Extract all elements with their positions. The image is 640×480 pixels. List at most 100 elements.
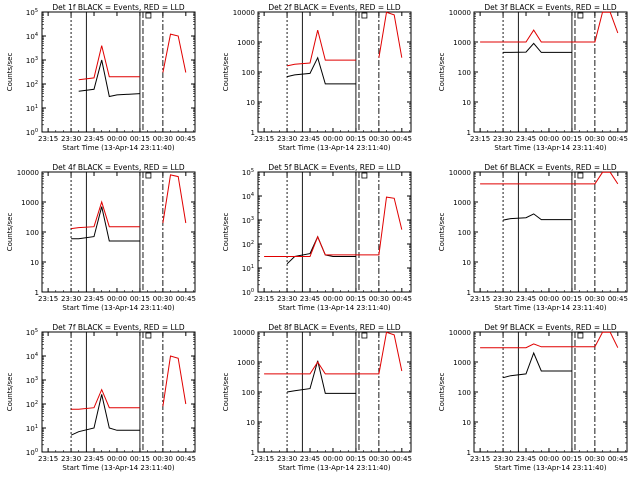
detector-panel-2: Det 2f BLACK = Events, RED = LLD 1 10 100 10… bbox=[222, 3, 412, 152]
y-tick-label: 1 bbox=[467, 289, 471, 297]
y-axis-label: Counts/sec bbox=[222, 373, 230, 412]
detector-panel-4: Det 4f BLACK = Events, RED = LLD 1 10 100 10… bbox=[6, 163, 196, 312]
y-tick-label: 100 bbox=[458, 389, 471, 397]
x-tick-label: 00:15 bbox=[346, 455, 366, 463]
x-tick-label: 00:00 bbox=[107, 135, 127, 143]
events-series-line bbox=[286, 56, 356, 85]
y-tick-label: 1000 bbox=[237, 39, 255, 47]
x-tick-label: 23:30 bbox=[493, 295, 513, 303]
flag-marker bbox=[577, 172, 584, 179]
y-tick-label: 101 bbox=[26, 424, 38, 433]
x-tick-label: 00:45 bbox=[392, 135, 412, 143]
plot-frame bbox=[41, 171, 196, 293]
panel-title: Det 1f BLACK = Events, RED = LLD bbox=[52, 3, 185, 12]
x-tick-label: 00:15 bbox=[346, 135, 366, 143]
x-tick-label: 00:30 bbox=[585, 455, 605, 463]
y-tick-label: 105 bbox=[26, 328, 38, 337]
y-tick-label: 1 bbox=[251, 449, 255, 457]
y-tick-label: 103 bbox=[242, 216, 254, 225]
x-tick-label: 00:00 bbox=[323, 295, 343, 303]
x-tick-label: 23:45 bbox=[300, 135, 320, 143]
x-tick-label: 00:15 bbox=[562, 135, 582, 143]
y-tick-label: 103 bbox=[26, 56, 38, 65]
y-tick-label: 1000 bbox=[453, 39, 471, 47]
x-tick-label: 23:15 bbox=[38, 455, 58, 463]
lld-series-line bbox=[78, 33, 187, 81]
x-tick-label: 00:30 bbox=[153, 135, 173, 143]
y-tick-label: 10 bbox=[462, 99, 471, 107]
y-tick-label: 100 bbox=[26, 128, 38, 137]
x-tick-label: 00:00 bbox=[539, 135, 559, 143]
x-tick-label: 23:45 bbox=[300, 295, 320, 303]
plot-frame bbox=[473, 171, 628, 293]
y-tick-label: 105 bbox=[26, 8, 38, 17]
x-tick-label: 00:00 bbox=[107, 295, 127, 303]
panel-title: Det 9f BLACK = Events, RED = LLD bbox=[484, 323, 617, 332]
y-tick-label: 10000 bbox=[17, 169, 39, 177]
y-tick-label: 1 bbox=[35, 289, 39, 297]
lld-series-line bbox=[480, 331, 619, 349]
y-tick-label: 10 bbox=[462, 419, 471, 427]
x-tick-label: 00:15 bbox=[130, 455, 150, 463]
x-tick-label: 00:45 bbox=[176, 295, 196, 303]
x-tick-label: 00:45 bbox=[608, 295, 628, 303]
y-tick-label: 102 bbox=[26, 400, 38, 409]
y-axis-label: Counts/sec bbox=[6, 373, 14, 412]
y-tick-label: 10000 bbox=[233, 329, 255, 337]
x-tick-label: 23:45 bbox=[516, 295, 536, 303]
x-tick-label: 23:15 bbox=[38, 295, 58, 303]
y-tick-label: 1 bbox=[467, 449, 471, 457]
lld-series-line bbox=[71, 174, 187, 230]
x-tick-label: 23:30 bbox=[277, 295, 297, 303]
flag-marker bbox=[577, 332, 584, 339]
y-tick-label: 102 bbox=[26, 80, 38, 89]
events-series-line bbox=[71, 206, 140, 242]
x-tick-label: 00:00 bbox=[539, 455, 559, 463]
detector-panel-8: Det 8f BLACK = Events, RED = LLD 1 10 100 10… bbox=[222, 323, 412, 472]
panel-title: Det 5f BLACK = Events, RED = LLD bbox=[268, 163, 401, 172]
y-tick-label: 1 bbox=[467, 129, 471, 137]
x-tick-label: 00:30 bbox=[585, 295, 605, 303]
x-tick-label: 00:30 bbox=[369, 135, 389, 143]
y-tick-label: 100 bbox=[26, 448, 38, 457]
x-tick-label: 23:30 bbox=[61, 135, 81, 143]
events-series-line bbox=[286, 235, 356, 265]
x-tick-label: 00:45 bbox=[608, 455, 628, 463]
y-tick-label: 10000 bbox=[449, 169, 471, 177]
lld-series-line bbox=[480, 171, 619, 185]
panel-title: Det 2f BLACK = Events, RED = LLD bbox=[268, 3, 401, 12]
y-tick-label: 100 bbox=[26, 229, 39, 237]
x-axis-label: Start Time (13-Apr-14 23:11:40) bbox=[494, 144, 606, 152]
y-tick-label: 104 bbox=[26, 32, 38, 41]
x-tick-label: 23:30 bbox=[277, 455, 297, 463]
x-axis-label: Start Time (13-Apr-14 23:11:40) bbox=[62, 464, 174, 472]
y-tick-label: 104 bbox=[242, 192, 254, 201]
x-tick-label: 00:15 bbox=[130, 135, 150, 143]
y-tick-label: 105 bbox=[242, 168, 254, 177]
detector-panel-5: Det 5f BLACK = Events, RED = LLD 100 101 10… bbox=[222, 163, 412, 312]
x-axis-label: Start Time (13-Apr-14 23:11:40) bbox=[494, 464, 606, 472]
x-tick-label: 23:30 bbox=[277, 135, 297, 143]
x-tick-label: 23:15 bbox=[254, 295, 274, 303]
x-axis-label: Start Time (13-Apr-14 23:11:40) bbox=[278, 144, 390, 152]
y-tick-label: 1 bbox=[251, 129, 255, 137]
events-series-line bbox=[503, 213, 572, 221]
events-series-line bbox=[502, 351, 572, 379]
x-tick-label: 23:45 bbox=[516, 455, 536, 463]
y-tick-label: 1000 bbox=[21, 199, 39, 207]
x-tick-label: 00:00 bbox=[107, 455, 127, 463]
panel-title: Det 7f BLACK = Events, RED = LLD bbox=[52, 323, 185, 332]
lld-series-line bbox=[71, 355, 187, 410]
x-tick-label: 23:15 bbox=[470, 295, 490, 303]
y-tick-label: 10 bbox=[246, 99, 255, 107]
plot-frame bbox=[257, 11, 412, 133]
x-tick-label: 23:30 bbox=[493, 135, 513, 143]
x-axis-label: Start Time (13-Apr-14 23:11:40) bbox=[494, 304, 606, 312]
events-series-line bbox=[70, 394, 140, 436]
y-tick-label: 10 bbox=[462, 259, 471, 267]
x-tick-label: 23:45 bbox=[300, 455, 320, 463]
y-tick-label: 1000 bbox=[453, 359, 471, 367]
x-tick-label: 00:45 bbox=[176, 455, 196, 463]
detector-panel-6: Det 6f BLACK = Events, RED = LLD 1 10 100 10… bbox=[438, 163, 628, 312]
plot-frame bbox=[257, 331, 412, 453]
